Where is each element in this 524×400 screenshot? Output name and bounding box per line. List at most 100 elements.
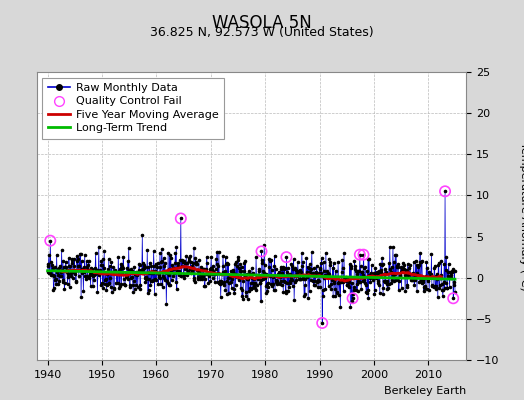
Point bbox=[95, 244, 103, 250]
Point bbox=[225, 280, 234, 286]
Point bbox=[110, 286, 118, 292]
Point bbox=[410, 282, 419, 288]
Point bbox=[192, 259, 200, 265]
Point bbox=[112, 270, 120, 276]
Point bbox=[366, 274, 374, 281]
Point bbox=[251, 280, 259, 286]
Point bbox=[281, 290, 290, 296]
Point bbox=[112, 269, 120, 275]
Point bbox=[425, 287, 433, 294]
Point bbox=[100, 264, 108, 271]
Point bbox=[269, 274, 277, 280]
Legend: Raw Monthly Data, Quality Control Fail, Five Year Moving Average, Long-Term Tren: Raw Monthly Data, Quality Control Fail, … bbox=[42, 78, 224, 139]
Point bbox=[72, 258, 81, 264]
Point bbox=[221, 268, 229, 274]
Point bbox=[416, 250, 424, 256]
Point bbox=[319, 287, 327, 294]
Point bbox=[187, 269, 195, 276]
Point bbox=[407, 277, 415, 283]
Point bbox=[437, 272, 445, 278]
Point bbox=[90, 272, 98, 278]
Point bbox=[74, 263, 83, 269]
Point bbox=[172, 286, 181, 292]
Point bbox=[258, 257, 267, 263]
Point bbox=[335, 292, 343, 298]
Point bbox=[321, 286, 330, 293]
Point bbox=[125, 245, 133, 252]
Point bbox=[214, 262, 222, 269]
Point bbox=[283, 264, 292, 271]
Point bbox=[212, 256, 221, 262]
Point bbox=[83, 273, 92, 279]
Point bbox=[308, 249, 316, 256]
Point bbox=[279, 264, 287, 270]
Point bbox=[139, 260, 147, 266]
Point bbox=[285, 283, 293, 290]
Point bbox=[282, 268, 291, 275]
Point bbox=[126, 284, 134, 290]
Point bbox=[162, 278, 171, 284]
Point bbox=[161, 277, 170, 283]
Point bbox=[96, 270, 104, 276]
Point bbox=[113, 270, 121, 276]
Point bbox=[366, 279, 375, 286]
Point bbox=[347, 263, 355, 270]
Point bbox=[60, 286, 69, 293]
Point bbox=[127, 266, 136, 272]
Point bbox=[124, 276, 133, 282]
Point bbox=[229, 267, 237, 273]
Point bbox=[436, 275, 445, 281]
Point bbox=[423, 278, 432, 284]
Point bbox=[267, 281, 275, 288]
Point bbox=[343, 282, 351, 288]
Point bbox=[305, 264, 313, 271]
Point bbox=[185, 258, 193, 264]
Point bbox=[102, 276, 110, 282]
Point bbox=[297, 276, 305, 282]
Point bbox=[401, 266, 410, 273]
Point bbox=[202, 254, 211, 260]
Point bbox=[296, 276, 304, 283]
Point bbox=[152, 270, 161, 277]
Point bbox=[192, 260, 200, 267]
Point bbox=[336, 304, 345, 310]
Point bbox=[395, 287, 403, 293]
Point bbox=[407, 271, 415, 277]
Point bbox=[207, 254, 215, 260]
Point bbox=[434, 262, 442, 268]
Point bbox=[152, 277, 160, 284]
Point bbox=[213, 249, 221, 256]
Point bbox=[162, 268, 170, 274]
Point bbox=[348, 295, 357, 302]
Point bbox=[361, 264, 369, 270]
Point bbox=[364, 256, 372, 262]
Point bbox=[446, 268, 455, 275]
Point bbox=[46, 270, 54, 276]
Point bbox=[97, 258, 105, 264]
Point bbox=[426, 274, 434, 280]
Point bbox=[68, 256, 76, 262]
Point bbox=[197, 274, 205, 280]
Point bbox=[424, 269, 433, 275]
Point bbox=[189, 260, 197, 267]
Point bbox=[446, 274, 454, 280]
Point bbox=[203, 260, 211, 266]
Point bbox=[173, 260, 182, 266]
Point bbox=[314, 284, 322, 290]
Point bbox=[45, 252, 53, 258]
Point bbox=[78, 270, 86, 276]
Point bbox=[146, 282, 155, 288]
Point bbox=[342, 274, 350, 281]
Point bbox=[116, 283, 124, 289]
Point bbox=[220, 282, 228, 288]
Point bbox=[210, 270, 219, 276]
Point bbox=[282, 254, 291, 260]
Point bbox=[277, 266, 286, 272]
Point bbox=[106, 284, 115, 291]
Point bbox=[222, 278, 231, 284]
Point bbox=[86, 283, 95, 290]
Point bbox=[237, 268, 245, 274]
Point bbox=[304, 295, 312, 301]
Point bbox=[323, 268, 331, 274]
Point bbox=[141, 274, 150, 280]
